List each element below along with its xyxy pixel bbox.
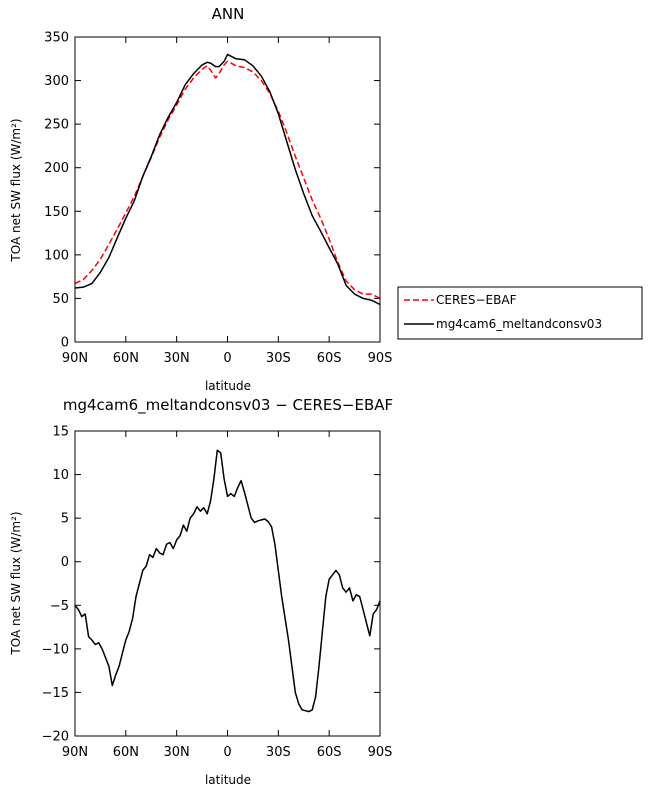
chart-1-tick-labels: 90N 60N 30N 0 30S 60S 90S 0 50 100 150 200 250 300 350	[44, 31, 392, 367]
y-tick-label: 50	[52, 292, 69, 307]
series-line-1	[74, 449, 381, 713]
x-tick-label: 90N	[62, 745, 88, 760]
series-line-2	[74, 53, 381, 306]
x-tick-label: 60N	[113, 745, 139, 760]
chart-1-xlabel: latitude	[205, 379, 251, 393]
legend-frame	[397, 286, 643, 340]
chart-1-plot-frame	[74, 36, 381, 343]
x-tick-label: 30N	[164, 351, 190, 366]
chart-1-series	[74, 53, 381, 306]
chart-1-legend: CERES−EBAF mg4cam6_meltandconsv03	[397, 286, 643, 340]
y-tick-label: 0	[61, 555, 69, 570]
y-tick-label: 350	[44, 31, 69, 46]
y-tick-label: 200	[44, 161, 69, 176]
chart-2-xlabel: latitude	[205, 773, 251, 787]
chart-2-ylabel: TOA net SW flux (W/m²)	[9, 511, 23, 655]
chart-2: mg4cam6_meltandconsv03 − CERES−EBAF 90N 6…	[9, 396, 393, 787]
y-tick-label: 150	[44, 205, 69, 220]
legend-label-ceres: CERES−EBAF	[436, 293, 517, 307]
x-tick-label: 0	[223, 351, 231, 366]
y-tick-label: −20	[42, 730, 69, 745]
y-tick-label: 15	[52, 425, 69, 440]
chart-1-ticks	[74, 36, 381, 343]
y-tick-label: 250	[44, 118, 69, 133]
x-tick-label: 90S	[368, 351, 393, 366]
chart-2-plot-frame	[74, 430, 381, 737]
chart-2-title: mg4cam6_meltandconsv03 − CERES−EBAF	[63, 396, 393, 415]
x-tick-label: 30N	[164, 745, 190, 760]
chart-1-title: ANN	[212, 5, 245, 23]
chart-2-tick-labels: 90N 60N 30N 0 30S 60S 90S −20 −15 −10 −5 0 5 10 15	[42, 425, 393, 761]
x-tick-label: 60N	[113, 351, 139, 366]
chart-2-series	[74, 449, 381, 713]
x-tick-label: 0	[223, 745, 231, 760]
chart-1-ylabel: TOA net SW flux (W/m²)	[9, 118, 23, 262]
y-tick-label: −15	[42, 686, 69, 701]
x-tick-label: 60S	[317, 745, 342, 760]
y-tick-label: −10	[42, 642, 69, 657]
y-tick-label: 10	[52, 468, 69, 483]
x-tick-label: 90N	[62, 351, 88, 366]
y-tick-label: −5	[50, 599, 69, 614]
y-tick-label: 0	[61, 336, 69, 351]
x-tick-label: 30S	[266, 745, 291, 760]
chart-1: ANN 90N 60N 30N 0 30S 60S 90S 0 50 100 150 200 250 30…	[9, 5, 392, 393]
x-tick-label: 30S	[266, 351, 291, 366]
y-tick-label: 100	[44, 248, 69, 263]
y-tick-label: 300	[44, 74, 69, 89]
series-line-1	[74, 60, 381, 300]
x-tick-label: 60S	[317, 351, 342, 366]
legend-label-model: mg4cam6_meltandconsv03	[436, 317, 602, 331]
y-tick-label: 5	[61, 512, 69, 527]
x-tick-label: 90S	[368, 745, 393, 760]
chart-2-ticks	[74, 430, 381, 737]
